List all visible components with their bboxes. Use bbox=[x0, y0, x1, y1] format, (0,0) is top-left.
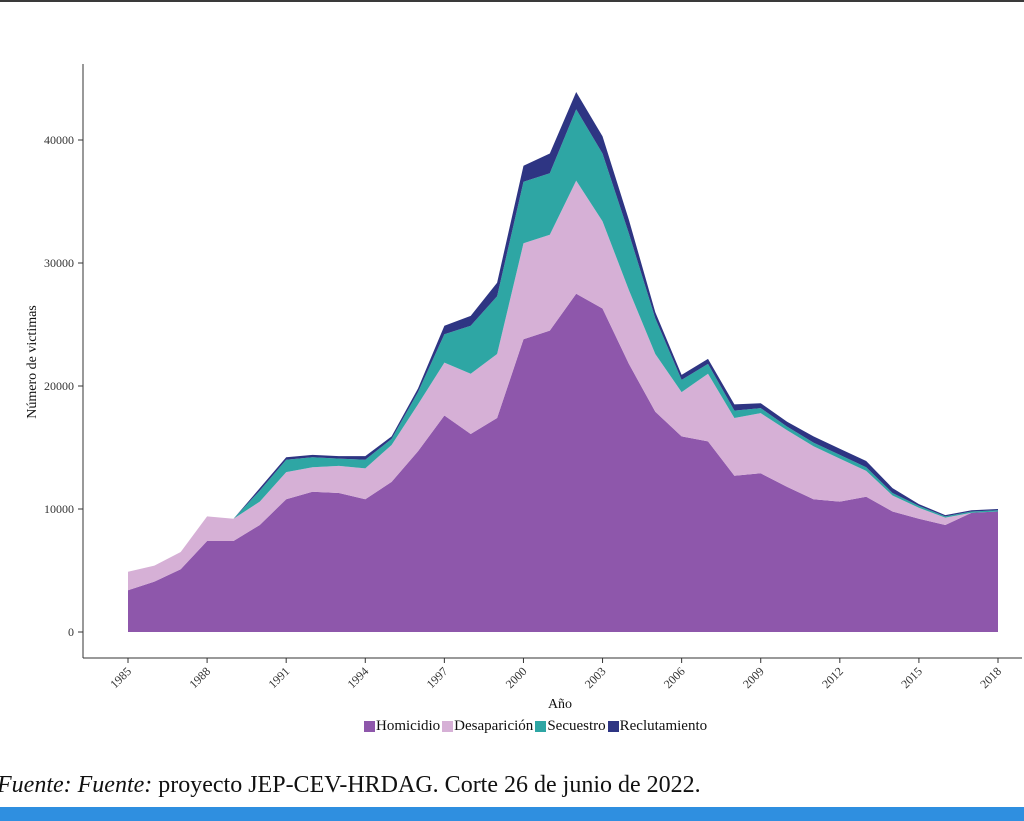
source-prefix: Fuente: Fuente: bbox=[0, 772, 153, 798]
bottom-bar bbox=[0, 807, 1024, 821]
legend-item-secuestro: Secuestro bbox=[535, 718, 606, 735]
legend-item-reclutamiento: Reclutamiento bbox=[607, 718, 708, 735]
legend-swatch bbox=[442, 721, 454, 732]
x-tick-label: 1997 bbox=[424, 664, 451, 691]
y-axis-title: Número de victimas bbox=[25, 305, 40, 419]
area-secuestro bbox=[128, 109, 998, 572]
legend-swatch bbox=[535, 721, 547, 732]
legend-swatch bbox=[607, 721, 619, 732]
y-tick-label: 20000 bbox=[44, 379, 74, 393]
x-tick-label: 2009 bbox=[740, 664, 767, 691]
legend-label: Reclutamiento bbox=[619, 718, 708, 734]
top-rule bbox=[0, 0, 1024, 2]
area-homicidio bbox=[128, 293, 998, 632]
y-tick-label: 10000 bbox=[44, 502, 74, 516]
area-layers bbox=[128, 92, 998, 632]
source-note: Fuente: Fuente: proyecto JEP-CEV-HRDAG. … bbox=[0, 772, 701, 799]
y-ticks: 0 10000 20000 30000 40000 bbox=[44, 133, 83, 639]
legend-item-desaparición: Desaparición bbox=[442, 718, 533, 735]
y-tick-label: 30000 bbox=[44, 256, 74, 270]
y-tick-label: 40000 bbox=[44, 133, 74, 147]
chart-legend: Homicidio Desaparición Secuestro Reclutamie… bbox=[364, 718, 709, 735]
y-tick-label: 0 bbox=[68, 625, 74, 639]
legend-label: Desaparición bbox=[454, 718, 534, 734]
legend-item-homicidio: Homicidio bbox=[364, 718, 440, 735]
x-ticks: 1985 1988 1991 1994 1997 2000 2003 2006 2009 2012… bbox=[107, 658, 1004, 691]
x-tick-label: 2012 bbox=[819, 664, 846, 691]
x-tick-label: 2018 bbox=[977, 664, 1004, 691]
x-tick-label: 2006 bbox=[661, 664, 688, 691]
x-tick-label: 1991 bbox=[265, 664, 292, 691]
legend-label: Homicidio bbox=[376, 718, 441, 734]
source-text: proyecto JEP-CEV-HRDAG. Corte 26 de juni… bbox=[152, 772, 701, 798]
x-tick-label: 2015 bbox=[898, 664, 925, 691]
legend-swatch bbox=[364, 721, 375, 732]
legend-label: Secuestro bbox=[547, 718, 606, 734]
x-tick-label: 1988 bbox=[186, 664, 213, 691]
x-tick-label: 2000 bbox=[503, 664, 530, 691]
x-tick-label: 1994 bbox=[345, 664, 372, 691]
x-tick-label: 1985 bbox=[107, 664, 134, 691]
area-desaparición bbox=[128, 180, 998, 591]
x-tick-label: 2003 bbox=[582, 664, 609, 691]
x-axis-title: Año bbox=[548, 697, 572, 712]
